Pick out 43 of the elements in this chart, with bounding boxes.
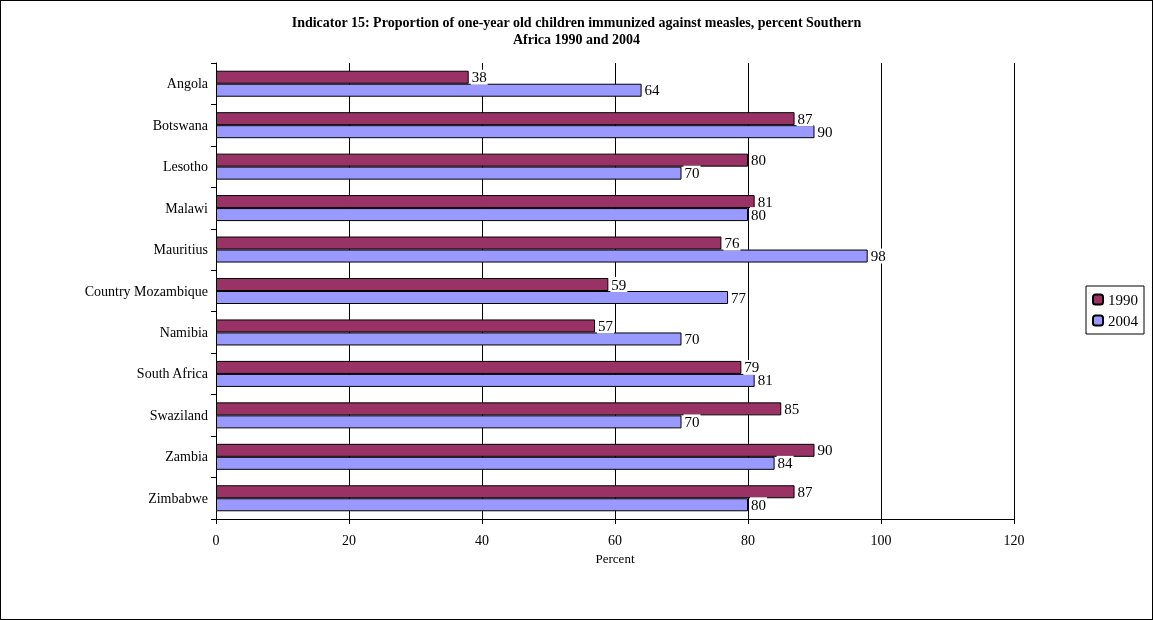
y-tick-label: Namibia [159,324,209,340]
legend-label: 2004 [1108,312,1139,329]
data-label: 80 [751,206,766,223]
data-label: 77 [731,289,747,306]
data-label: 90 [817,442,833,459]
data-label: 59 [611,276,627,293]
data-label: 80 [751,152,766,169]
data-label: 80 [751,496,766,513]
data-label: 76 [724,235,740,252]
data-label: 64 [644,82,661,99]
data-label: 70 [684,330,700,347]
data-label: 79 [744,359,760,376]
data-label: 90 [817,123,833,140]
data-label: 70 [684,413,700,430]
x-tick-label: 80 [741,532,755,548]
x-axis-title: Percent [595,550,635,566]
x-tick-label: 120 [1003,532,1025,548]
data-label: 57 [598,317,614,334]
y-tick-label: South Africa [136,366,209,382]
data-label: 38 [471,69,487,86]
y-tick-label: Zimbabwe [148,490,208,506]
chart-title: Indicator 15: Proportion of one-year old children immunized against measles, percent Southern Africa 1990 and 2004 [291,15,862,47]
legend-label: 1990 [1108,291,1138,308]
x-tick-label: 40 [475,532,489,548]
data-label: 87 [797,110,814,127]
x-tick-label: 100 [870,532,892,548]
x-tick-label: 20 [342,532,356,548]
y-tick-label: Malawi [165,200,209,216]
y-tick-label: Zambia [165,449,209,465]
y-tick-label: Lesotho [162,159,208,175]
data-label: 84 [777,455,794,472]
y-tick-label: Botswana [152,117,209,133]
x-tick-label: 60 [608,532,622,548]
y-tick-label: Angola [166,76,209,92]
x-tick-label: 0 [212,532,220,548]
y-tick-label: Swaziland [149,407,208,423]
data-label: 85 [784,400,800,417]
y-tick-label: Mauritius [153,242,208,258]
y-tick-label: Country Mozambique [84,283,208,299]
data-label: 87 [797,483,814,500]
data-label: 70 [684,165,700,182]
data-label: 81 [757,372,773,389]
data-label: 98 [870,248,886,265]
